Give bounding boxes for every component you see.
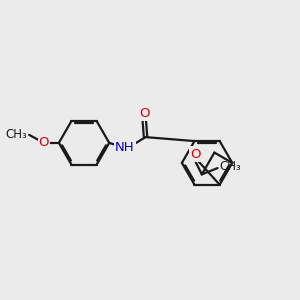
Text: CH₃: CH₃ xyxy=(5,128,27,141)
Text: CH₃: CH₃ xyxy=(220,160,241,173)
Text: O: O xyxy=(39,136,49,149)
Text: O: O xyxy=(190,148,200,160)
Text: O: O xyxy=(139,107,149,120)
Text: NH: NH xyxy=(115,142,135,154)
